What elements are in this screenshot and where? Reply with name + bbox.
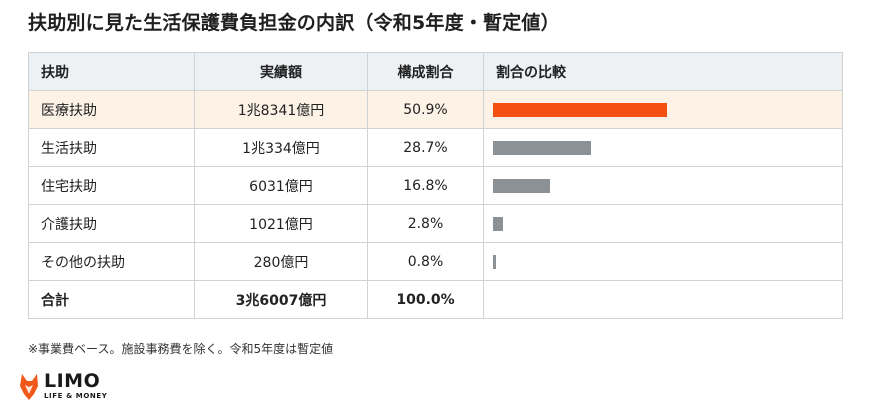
row-share: 50.9% — [367, 90, 484, 129]
table-row: 介護扶助 1021億円 2.8% — [28, 204, 843, 243]
total-amount: 3兆6007億円 — [194, 280, 368, 319]
header-comparison: 割合の比較 — [483, 52, 843, 91]
share-bar — [493, 140, 591, 155]
header-share: 構成割合 — [367, 52, 484, 91]
total-empty-cell — [483, 280, 843, 319]
total-label: 合計 — [28, 280, 195, 319]
row-bar-cell — [483, 204, 843, 243]
table-header-row: 扶助 実績額 構成割合 割合の比較 — [28, 52, 843, 91]
total-share: 100.0% — [367, 280, 484, 319]
share-bar — [493, 178, 550, 193]
footnote: ※事業費ベース。施設事務費を除く。令和5年度は暫定値 — [28, 342, 334, 356]
table-row: 生活扶助 1兆334億円 28.7% — [28, 128, 843, 167]
share-bar — [493, 254, 496, 269]
row-share: 0.8% — [367, 242, 484, 281]
row-bar-cell — [483, 242, 843, 281]
limo-logo: LIMO LIFE & MONEY — [18, 370, 118, 406]
row-bar-cell — [483, 128, 843, 167]
logo-wordmark: LIMO — [44, 370, 101, 392]
share-bar — [493, 102, 667, 117]
row-aid-name: 住宅扶助 — [28, 166, 195, 205]
breakdown-table: 扶助 実績額 構成割合 割合の比較 医療扶助 1兆8341億円 50.9% 生活… — [28, 52, 843, 319]
table-row: 住宅扶助 6031億円 16.8% — [28, 166, 843, 205]
page-title: 扶助別に見た生活保護費負担金の内訳（令和5年度・暫定値） — [28, 12, 560, 34]
row-amount: 6031億円 — [194, 166, 368, 205]
row-aid-name: 介護扶助 — [28, 204, 195, 243]
row-bar-cell — [483, 166, 843, 205]
row-aid-name: その他の扶助 — [28, 242, 195, 281]
row-aid-name: 生活扶助 — [28, 128, 195, 167]
row-amount: 1兆8341億円 — [194, 90, 368, 129]
row-share: 28.7% — [367, 128, 484, 167]
table-row: その他の扶助 280億円 0.8% — [28, 242, 843, 281]
row-bar-cell — [483, 90, 843, 129]
row-amount: 280億円 — [194, 242, 368, 281]
row-share: 16.8% — [367, 166, 484, 205]
row-amount: 1兆334億円 — [194, 128, 368, 167]
header-amount: 実績額 — [194, 52, 368, 91]
header-aid-type: 扶助 — [28, 52, 195, 91]
fox-icon — [20, 374, 38, 400]
logo-tagline: LIFE & MONEY — [44, 392, 108, 400]
row-aid-name: 医療扶助 — [28, 90, 195, 129]
share-bar — [493, 216, 503, 231]
row-amount: 1021億円 — [194, 204, 368, 243]
table-row: 医療扶助 1兆8341億円 50.9% — [28, 90, 843, 129]
total-row: 合計 3兆6007億円 100.0% — [28, 280, 843, 319]
row-share: 2.8% — [367, 204, 484, 243]
